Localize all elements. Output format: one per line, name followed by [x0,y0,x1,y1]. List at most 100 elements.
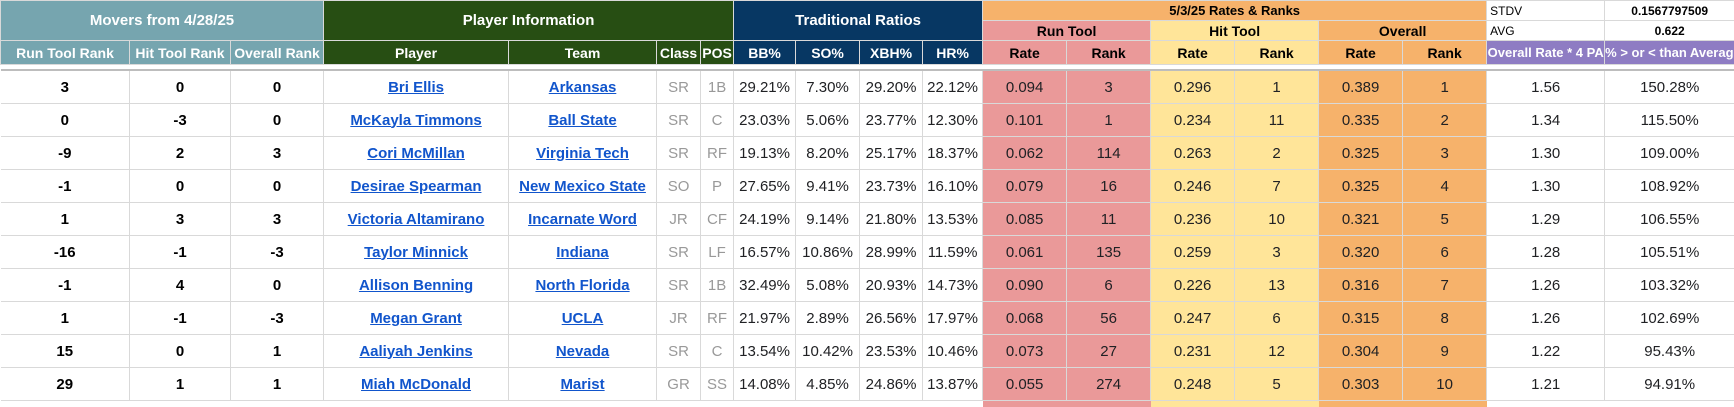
cell-overall-rate[interactable]: 0.304 [1318,334,1404,368]
cell-class[interactable]: SR [656,136,702,170]
player-link[interactable]: Bri Ellis [323,70,510,104]
cell-xbh[interactable]: 23.77% [859,103,924,137]
cell-overall-rank[interactable]: 3 [1402,136,1488,170]
cell-overall-move[interactable]: 0 [230,103,325,137]
traditional-ratios-header[interactable]: Traditional Ratios [733,0,984,41]
cell-run-rank[interactable]: 11 [1066,202,1152,236]
player-link[interactable]: Allison Benning [323,268,510,302]
empty-cell[interactable] [1150,400,1235,407]
cell-overall-rate-pa[interactable]: 1.30 [1486,169,1606,203]
team-link[interactable]: UCLA [508,301,658,335]
cell-hit-rank[interactable]: 2 [1234,136,1320,170]
stdv-value[interactable]: 0.1567797509 [1604,0,1734,21]
col-run-tool-rank[interactable]: Run Tool Rank [0,40,130,65]
cell-bb[interactable]: 21.97% [733,301,797,335]
cell-hit-rate[interactable]: 0.246 [1150,169,1236,203]
cell-overall-move[interactable]: 0 [230,169,325,203]
cell-bb[interactable]: 24.19% [733,202,797,236]
cell-run-rate[interactable]: 0.101 [982,103,1068,137]
cell-run-rank[interactable]: 16 [1066,169,1152,203]
cell-hit-rate[interactable]: 0.234 [1150,103,1236,137]
cell-vs-average[interactable]: 103.32% [1604,268,1734,302]
cell-hit-rank[interactable]: 6 [1234,301,1320,335]
col-hr[interactable]: HR% [922,40,984,65]
cell-hr[interactable]: 12.30% [922,103,984,137]
cell-overall-move[interactable]: 0 [230,268,325,302]
team-link[interactable]: Virginia Tech [508,136,658,170]
cell-pos[interactable]: SS [700,367,735,401]
cell-overall-rate-pa[interactable]: 1.29 [1486,202,1606,236]
col-player[interactable]: Player [323,40,510,65]
cell-overall-rank[interactable]: 8 [1402,301,1488,335]
cell-pos[interactable]: 1B [700,268,735,302]
col-pos[interactable]: POS [700,40,735,65]
cell-overall-rate-pa[interactable]: 1.26 [1486,268,1606,302]
col-overall-rate-pa[interactable]: Overall Rate * 4 PA [1486,40,1606,65]
cell-hr[interactable]: 18.37% [922,136,984,170]
cell-vs-average[interactable]: 108.92% [1604,169,1734,203]
cell-class[interactable]: SR [656,268,702,302]
cell-class[interactable]: SR [656,70,702,104]
cell-overall-move[interactable]: -3 [230,301,325,335]
cell-hit-rate[interactable]: 0.259 [1150,235,1236,269]
cell-overall-rate[interactable]: 0.325 [1318,169,1404,203]
cell-vs-average[interactable]: 95.43% [1604,334,1734,368]
cell-class[interactable]: SR [656,334,702,368]
cell-xbh[interactable]: 25.17% [859,136,924,170]
overall-header[interactable]: Overall [1318,20,1488,41]
cell-xbh[interactable]: 21.80% [859,202,924,236]
cell-bb[interactable]: 23.03% [733,103,797,137]
cell-hit-tool-move[interactable]: 3 [129,202,231,236]
cell-run-rank[interactable]: 3 [1066,70,1152,104]
cell-run-tool-move[interactable]: -1 [0,169,130,203]
cell-bb[interactable]: 19.13% [733,136,797,170]
cell-overall-rank[interactable]: 10 [1402,367,1488,401]
empty-cell[interactable] [1487,401,1605,407]
cell-run-tool-move[interactable]: -16 [0,235,130,269]
cell-run-rank[interactable]: 274 [1066,367,1152,401]
cell-overall-rate-pa[interactable]: 1.30 [1486,136,1606,170]
empty-cell[interactable] [1605,401,1734,407]
player-link[interactable]: Aaliyah Jenkins [323,334,510,368]
cell-hit-rank[interactable]: 7 [1234,169,1320,203]
empty-cell[interactable] [982,400,1067,407]
cell-so[interactable]: 4.85% [795,367,861,401]
team-link[interactable]: North Florida [508,268,658,302]
col-hit-tool-rank[interactable]: Hit Tool Rank [129,40,231,65]
col-xbh[interactable]: XBH% [859,40,924,65]
col-vs-average[interactable]: % > or < than Average [1604,40,1734,65]
cell-overall-move[interactable]: 1 [230,334,325,368]
cell-run-rate[interactable]: 0.061 [982,235,1068,269]
cell-class[interactable]: JR [656,202,702,236]
col-hit-rate[interactable]: Rate [1150,40,1236,65]
cell-run-rank[interactable]: 135 [1066,235,1152,269]
cell-class[interactable]: SR [656,235,702,269]
cell-overall-rate-pa[interactable]: 1.22 [1486,334,1606,368]
cell-overall-rank[interactable]: 7 [1402,268,1488,302]
cell-vs-average[interactable]: 109.00% [1604,136,1734,170]
empty-cell[interactable] [324,401,509,407]
cell-run-rank[interactable]: 1 [1066,103,1152,137]
cell-bb[interactable]: 32.49% [733,268,797,302]
cell-hit-tool-move[interactable]: -1 [129,235,231,269]
cell-pos[interactable]: 1B [700,70,735,104]
cell-pos[interactable]: RF [700,136,735,170]
cell-overall-move[interactable]: 3 [230,136,325,170]
cell-class[interactable]: GR [656,367,702,401]
empty-cell[interactable] [701,401,734,407]
cell-class[interactable]: SO [656,169,702,203]
cell-so[interactable]: 2.89% [795,301,861,335]
empty-cell[interactable] [130,401,231,407]
cell-overall-move[interactable]: -3 [230,235,325,269]
player-link[interactable]: McKayla Timmons [323,103,510,137]
col-overall-rank-2[interactable]: Rank [1402,40,1488,65]
col-team[interactable]: Team [508,40,658,65]
col-run-rate[interactable]: Rate [982,40,1068,65]
cell-xbh[interactable]: 29.20% [859,70,924,104]
cell-hr[interactable]: 13.87% [922,367,984,401]
cell-run-tool-move[interactable]: 3 [0,70,130,104]
cell-run-rate[interactable]: 0.094 [982,70,1068,104]
player-link[interactable]: Megan Grant [323,301,510,335]
cell-hit-tool-move[interactable]: -3 [129,103,231,137]
col-hit-rank[interactable]: Rank [1234,40,1320,65]
